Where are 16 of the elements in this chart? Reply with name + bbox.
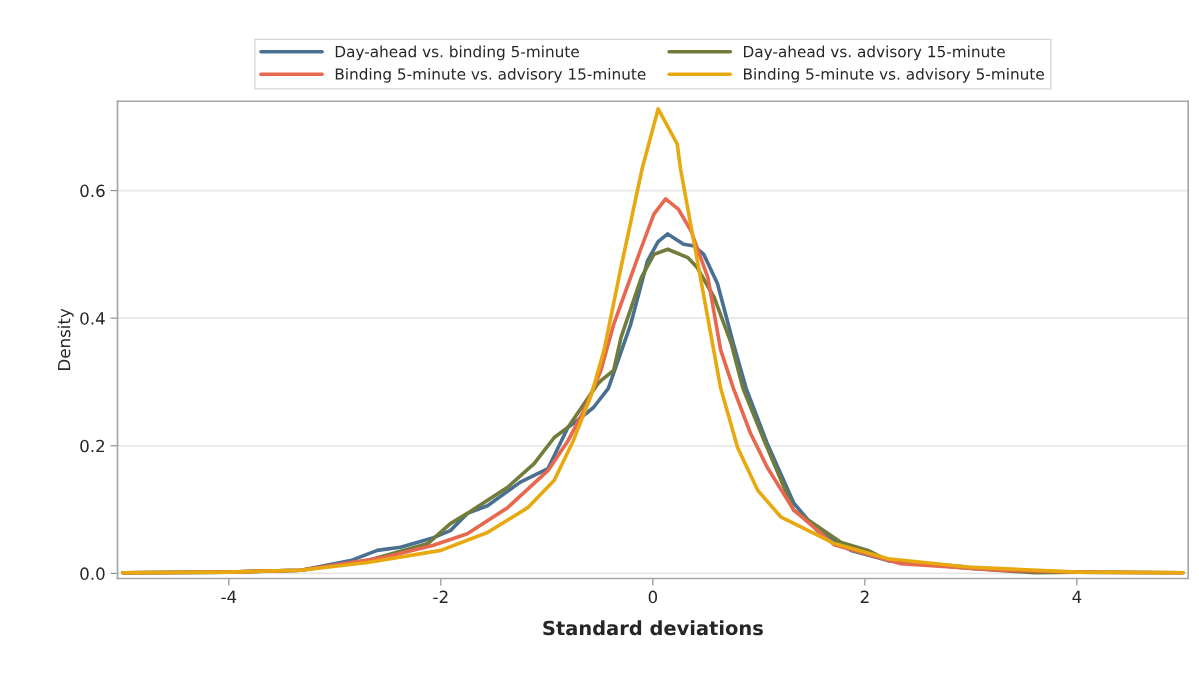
y-tick-label: 0.0 — [80, 567, 105, 580]
x-tick-label: 4 — [1072, 590, 1082, 603]
legend-label: Day-ahead vs. advisory 15-minute — [744, 45, 1005, 61]
y-tick-label: 0.2 — [80, 439, 105, 453]
y-tick-label: 0.6 — [80, 184, 105, 198]
line-series — [120, 107, 1185, 575]
legend-label: Day-ahead vs. binding 5-minute — [335, 45, 579, 61]
x-tick-label: 0 — [648, 590, 658, 604]
legend-label: Binding 5-minute vs. advisory 5-minute — [744, 67, 1044, 83]
y-tick-label: 0.4 — [80, 312, 105, 325]
x-axis-title: Standard deviations — [543, 620, 763, 636]
x-tick-label: -4 — [221, 590, 237, 603]
x-tick-label: 2 — [860, 590, 869, 603]
x-tick-label: -2 — [433, 590, 448, 603]
legend-label: Binding 5-minute vs. advisory 15-minute — [335, 67, 646, 83]
y-axis-title: Density — [57, 308, 74, 370]
